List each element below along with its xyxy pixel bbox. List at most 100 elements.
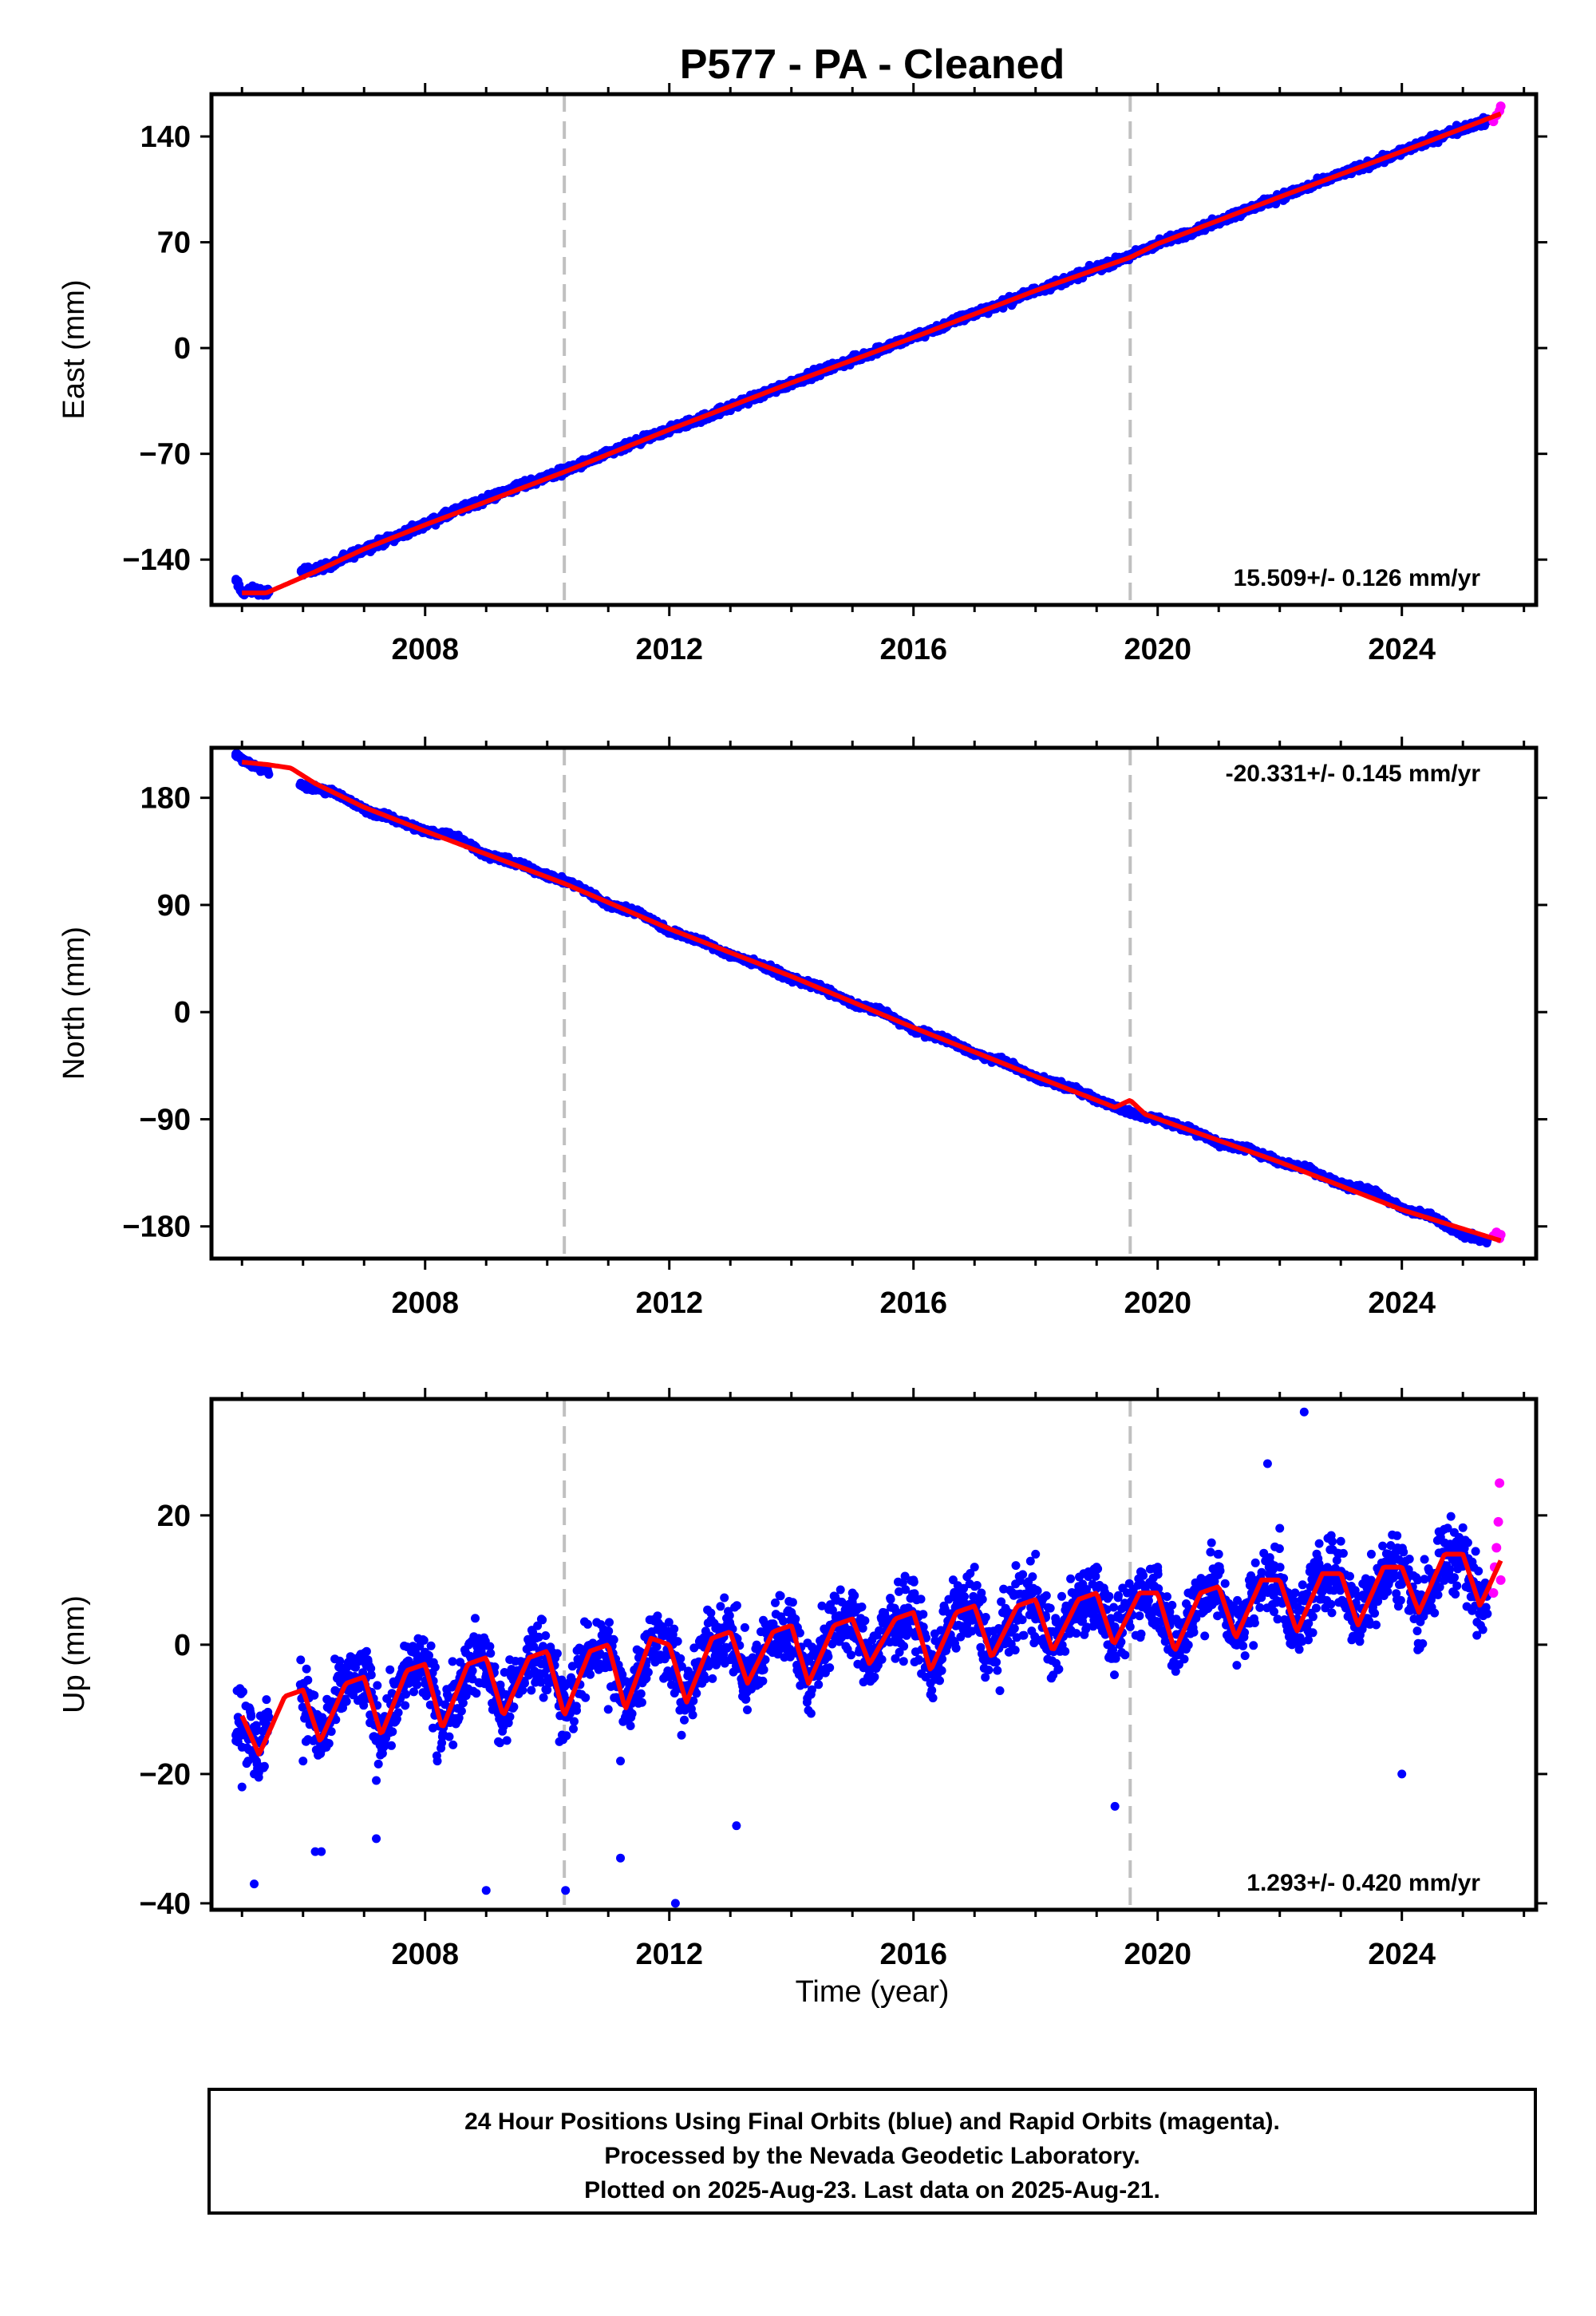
up-outlier-point: [1299, 1407, 1309, 1417]
up-final-point: [756, 1627, 765, 1637]
up-x-tick-label: 2020: [1124, 1938, 1191, 1971]
north-final-point: [1122, 1108, 1132, 1117]
east-y-axis-title: East (mm): [57, 279, 91, 419]
footer-line-1: 24 Hour Positions Using Final Orbits (bl…: [464, 2109, 1280, 2135]
east-y-tick-label: 70: [157, 227, 191, 260]
north-frame: [209, 745, 1539, 1261]
up-final-point: [1104, 1653, 1114, 1662]
east-y-tick-label: 0: [174, 332, 191, 366]
north-final-point: [262, 765, 271, 775]
up-final-point: [512, 1666, 521, 1675]
up-y-tick-label: −40: [140, 1887, 191, 1921]
up-final-point: [725, 1621, 735, 1630]
east-panel: 2008 2012 2016 2020 2024 −140 −70 0 70 140 East (m…: [57, 83, 1547, 666]
up-final-point: [1122, 1588, 1132, 1598]
north-data: [231, 749, 1506, 1248]
north-x-tick-label: 2016: [879, 1286, 947, 1320]
up-final-point: [298, 1757, 308, 1766]
up-x-tick-label: 2012: [635, 1938, 703, 1971]
up-final-point: [555, 1737, 564, 1746]
up-y-tick-label: 0: [174, 1629, 191, 1662]
up-y-tick-label: 20: [157, 1500, 191, 1533]
up-panel: 2008 2012 2016 2020 2024 −40 −20 0 20 Up (mm) 1.29…: [57, 1388, 1547, 1971]
up-outlier-point: [250, 1879, 259, 1889]
north-x-tick-label: 2012: [635, 1286, 703, 1320]
east-rapid-point: [1495, 101, 1506, 112]
up-final-point: [909, 1575, 918, 1585]
north-y-tick-label: −180: [122, 1211, 191, 1244]
north-final-point: [231, 749, 241, 758]
up-final-point: [738, 1692, 748, 1701]
up-final-point: [1409, 1614, 1419, 1623]
up-rapid-point: [1495, 1478, 1505, 1488]
north-y-tick-label: 90: [157, 889, 191, 923]
up-final-point: [1306, 1563, 1315, 1572]
up-rapid-point: [1493, 1516, 1503, 1527]
north-final-point: [298, 781, 308, 791]
north-panel: 2008 2012 2016 2020 2024 −180 −90 0 90 180 North (…: [57, 737, 1547, 1320]
up-final-point: [970, 1563, 979, 1572]
chart-title: P577 - PA - Cleaned: [680, 41, 1065, 88]
north-y-tick-label: 180: [140, 782, 191, 816]
north-rate-label: -20.331+/- 0.145 mm/yr: [1226, 761, 1481, 787]
east-data: [231, 101, 1506, 600]
up-final-point: [310, 1847, 320, 1856]
up-final-point: [1183, 1588, 1193, 1598]
up-final-point: [1153, 1563, 1163, 1572]
up-final-point: [372, 1776, 381, 1785]
up-final-point: [1061, 1601, 1071, 1611]
east-x-tick-label: 2020: [1124, 633, 1191, 666]
footer-line-3: Plotted on 2025-Aug-23. Last data on 202…: [584, 2177, 1160, 2203]
north-rapid-point: [1495, 1230, 1506, 1240]
up-final-point: [359, 1692, 369, 1701]
up-final-point: [1214, 1549, 1223, 1559]
north-final-point: [1458, 1230, 1468, 1239]
up-outlier-point: [1397, 1769, 1407, 1779]
east-model-line: [241, 111, 1502, 595]
up-final-point: [237, 1782, 247, 1792]
up-final-point: [255, 1711, 265, 1721]
north-final-point: [451, 831, 460, 840]
up-y-axis-title: Up (mm): [57, 1595, 91, 1713]
up-x-tick-label: 2024: [1368, 1938, 1436, 1971]
footer-line-2: Processed by the Nevada Geodetic Laborat…: [604, 2143, 1140, 2169]
up-rapid-point: [1491, 1543, 1502, 1553]
east-rate-label: 15.509+/- 0.126 mm/yr: [1234, 565, 1481, 591]
up-outlier-point: [616, 1853, 626, 1863]
x-axis-title: Time (year): [796, 1975, 950, 2009]
up-final-point: [1287, 1640, 1297, 1650]
up-outlier-point: [1262, 1459, 1272, 1468]
up-final-point: [481, 1672, 491, 1682]
up-final-point: [433, 1757, 442, 1766]
east-final-point: [231, 576, 241, 586]
up-final-point: [616, 1757, 626, 1766]
up-outlier-point: [732, 1821, 741, 1831]
up-outlier-point: [317, 1847, 326, 1856]
up-outlier-point: [1110, 1801, 1120, 1811]
up-frame: [209, 1397, 1539, 1912]
north-x-tick-label: 2020: [1124, 1286, 1191, 1320]
up-final-point: [1336, 1536, 1345, 1546]
up-final-point: [878, 1607, 887, 1617]
up-final-point: [1031, 1549, 1041, 1559]
north-y-tick-label: −90: [140, 1103, 191, 1136]
up-final-point: [695, 1640, 705, 1650]
up-y-tick-label: −20: [140, 1758, 191, 1792]
up-final-point: [1366, 1549, 1376, 1559]
up-outlier-point: [372, 1834, 381, 1844]
up-final-point: [1092, 1563, 1101, 1572]
up-final-point: [494, 1737, 504, 1746]
up-final-point: [921, 1672, 930, 1682]
footer-box: [207, 2088, 1537, 2215]
up-model-line: [239, 1551, 1503, 1757]
up-final-point: [603, 1705, 613, 1714]
up-final-point: [1244, 1575, 1254, 1585]
up-final-point: [787, 1607, 796, 1617]
up-rapid-point: [1495, 1575, 1506, 1585]
up-outlier-point: [670, 1899, 680, 1908]
up-outlier-point: [561, 1886, 571, 1895]
east-x-tick-label: 2024: [1368, 633, 1436, 666]
east-x-tick-label: 2016: [879, 633, 947, 666]
up-outlier-point: [481, 1886, 491, 1895]
